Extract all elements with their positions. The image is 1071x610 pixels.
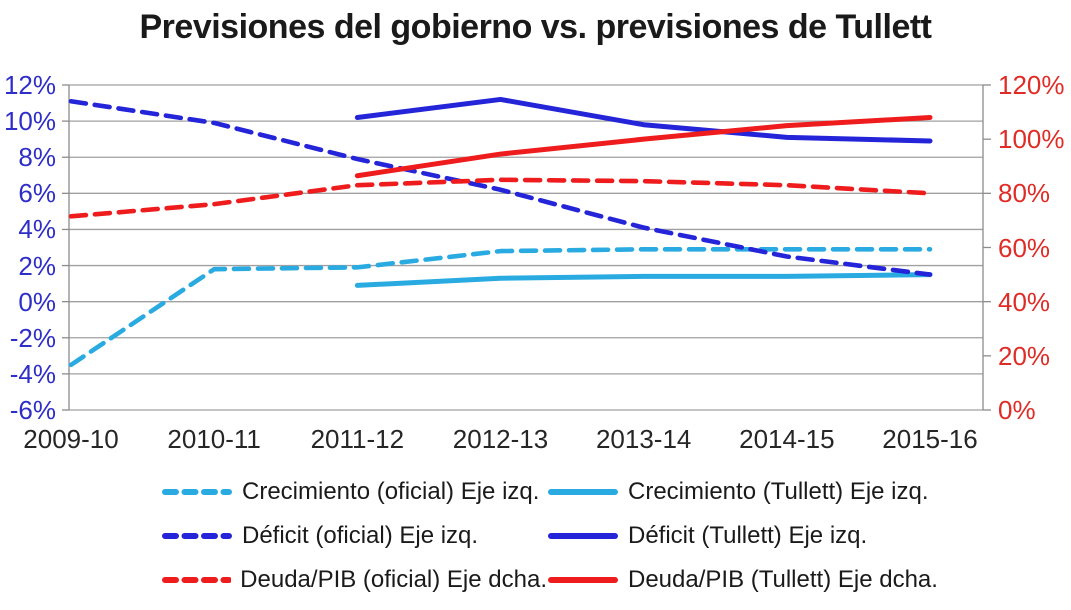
legend-label: Déficit (oficial) Eje izq. [242, 522, 479, 549]
chart-title: Previsiones del gobierno vs. previsiones… [139, 8, 933, 46]
series-line-4 [354, 96, 933, 144]
left-axis-tick-label: -4% [9, 358, 56, 389]
right-axis-tick-label: 20% [998, 340, 1051, 371]
right-axis-tick-label: 60% [998, 232, 1051, 263]
legend: Crecimiento (oficial) Eje izq. Crecimient… [161, 477, 938, 595]
x-axis-label: 2010-11 [167, 424, 261, 454]
legend-label: Deuda/PIB (Tullett) Eje dcha. [628, 566, 938, 593]
left-axis-tick-label: 10% [3, 106, 56, 137]
legend-swatch-dashed [162, 489, 232, 495]
right-axis-tick-label: 120% [998, 70, 1065, 100]
left-axis-tick-label: -6% [9, 395, 56, 425]
left-axis-tick-label: 12% [3, 70, 56, 100]
series-line-6 [354, 115, 933, 179]
legend-label: Crecimiento (oficial) Eje izq. [242, 478, 540, 505]
left-axis-tick-label: 4% [18, 214, 56, 245]
left-axis-tick-label: 6% [18, 178, 56, 209]
legend-swatch-solid [548, 577, 618, 583]
legend-swatch-solid [548, 533, 618, 539]
right-axis-tick-label: 100% [998, 124, 1065, 155]
legend-item: Deuda/PIB (oficial) Eje dcha. [161, 565, 547, 595]
left-axis-tick-label: 0% [18, 286, 56, 317]
legend-item: Crecimiento (oficial) Eje izq. [161, 477, 547, 507]
legend-item: Déficit (oficial) Eje izq. [161, 521, 547, 551]
right-axis-tick-label: 0% [998, 395, 1036, 425]
series-line-3 [68, 98, 933, 277]
legend-item: Déficit (Tullett) Eje izq. [547, 521, 938, 551]
right-axis-tick-label: 80% [998, 178, 1051, 209]
legend-label: Crecimiento (Tullett) Eje izq. [628, 478, 929, 505]
x-axis-label: 2011-12 [310, 424, 405, 454]
legend-item: Crecimiento (Tullett) Eje izq. [547, 477, 938, 507]
legend-swatch-dashed [162, 533, 232, 539]
legend-item: Deuda/PIB (Tullett) Eje dcha. [547, 565, 938, 595]
left-axis-tick-label: 2% [18, 250, 56, 281]
series-line-5 [68, 177, 933, 219]
x-axis-label: 2009-10 [23, 424, 119, 454]
right-axis-tick-label: 40% [998, 286, 1051, 317]
series-line-1 [68, 247, 933, 368]
series-line-2 [354, 272, 933, 288]
legend-swatch-dashed [162, 577, 232, 583]
legend-swatch-solid [548, 489, 618, 495]
legend-label: Deuda/PIB (oficial) Eje dcha. [240, 566, 547, 593]
left-axis-tick-label: 8% [18, 142, 56, 173]
x-axis-label: 2012-13 [452, 424, 549, 454]
x-axis-label: 2014-15 [739, 424, 835, 454]
legend-label: Déficit (Tullett) Eje izq. [628, 522, 868, 549]
x-axis-label: 2015-16 [882, 424, 978, 454]
x-axis-label: 2013-14 [595, 424, 692, 454]
left-axis-tick-label: -2% [9, 322, 56, 353]
